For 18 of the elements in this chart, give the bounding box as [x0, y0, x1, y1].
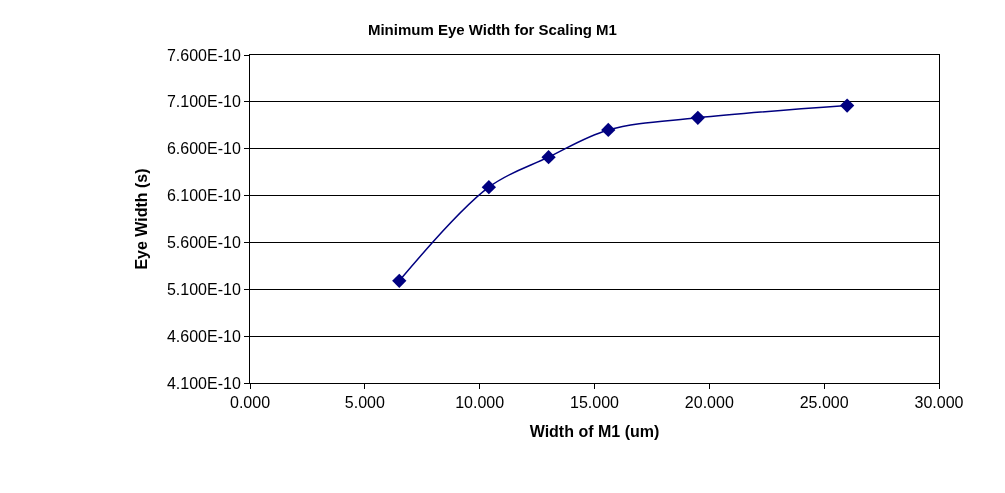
x-tick-label: 25.000 — [799, 394, 849, 412]
y-axis-title: Eye Width (s) — [132, 168, 150, 270]
x-axis-title: Width of M1 (um) — [529, 422, 660, 440]
x-tick-label: 0.000 — [229, 394, 271, 412]
x-tick-label: 30.000 — [914, 394, 964, 412]
y-tick-label: 4.100E-10 — [166, 374, 241, 392]
chart-title: Minimum Eye Width for Scaling M1 — [367, 21, 617, 39]
x-tick-label: 15.000 — [570, 394, 620, 412]
y-tick-label: 7.100E-10 — [166, 93, 241, 111]
x-tick-label: 5.000 — [344, 394, 385, 412]
y-tick-label: 4.600E-10 — [166, 327, 241, 345]
y-tick-label: 6.100E-10 — [166, 187, 241, 205]
y-tick-label: 6.600E-10 — [166, 140, 241, 158]
y-tick-label: 7.600E-10 — [166, 46, 241, 64]
y-tick-label: 5.600E-10 — [166, 234, 241, 252]
y-tick-label: 5.100E-10 — [166, 280, 241, 298]
x-tick-label: 10.000 — [455, 394, 505, 412]
x-tick-label: 20.000 — [684, 394, 734, 412]
